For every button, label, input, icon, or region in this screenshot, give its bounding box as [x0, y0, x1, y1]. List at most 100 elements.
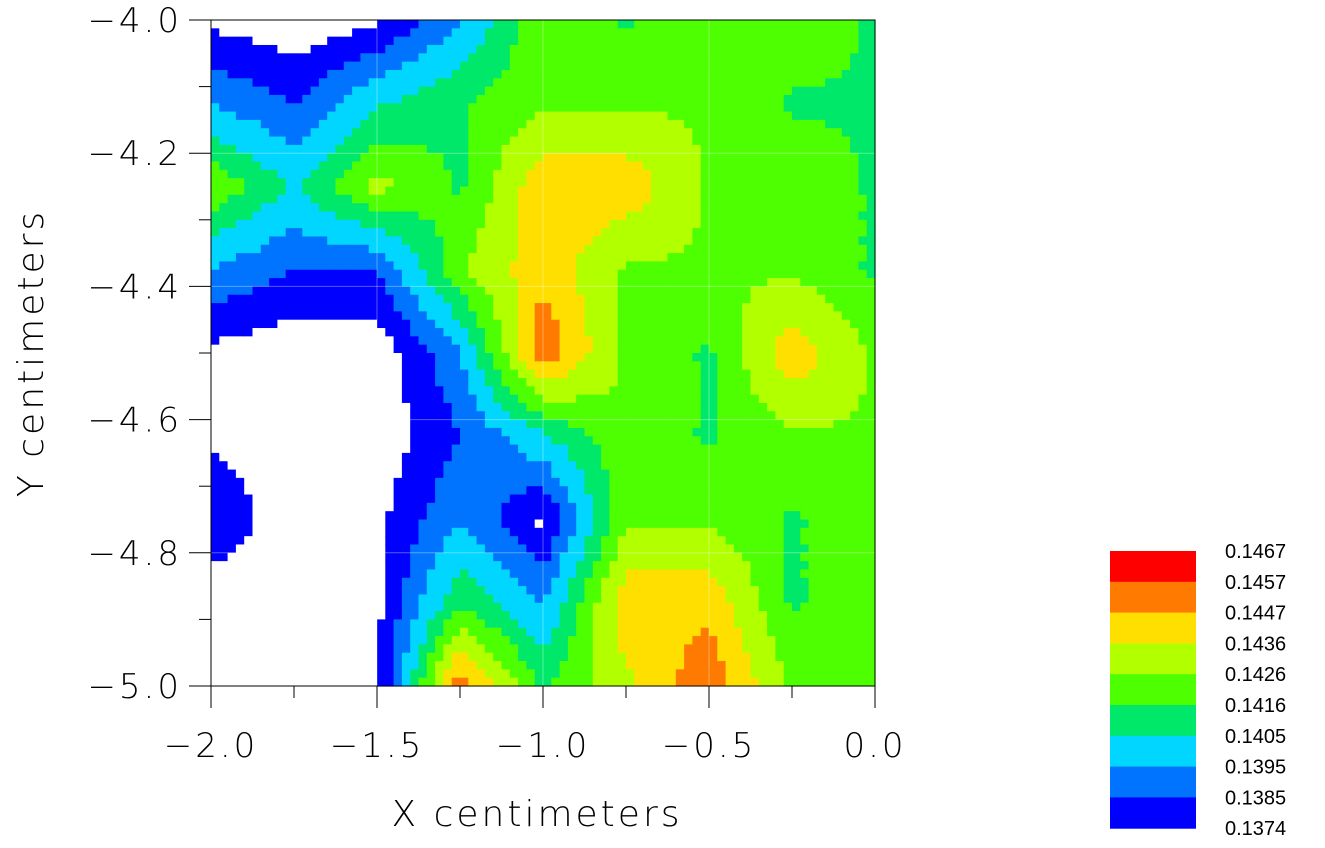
contour-cell: [443, 369, 453, 379]
contour-cell: [509, 144, 519, 154]
contour-cell: [543, 178, 552, 188]
contour-cell: [559, 461, 569, 471]
contour-cell: [368, 569, 378, 579]
contour-cell: [567, 469, 577, 479]
contour-cell: [609, 677, 619, 687]
contour-cell: [692, 111, 702, 121]
contour-cell: [451, 394, 461, 404]
contour-cell: [385, 211, 395, 221]
contour-cell: [294, 36, 303, 46]
contour-cell: [235, 552, 245, 562]
contour-cell: [584, 169, 594, 179]
contour-cell: [484, 194, 494, 204]
contour-cell: [252, 369, 262, 379]
contour-cell: [601, 194, 610, 204]
contour-cell: [451, 178, 461, 188]
contour-cell: [725, 153, 735, 163]
contour-cell: [700, 169, 710, 179]
contour-cell: [551, 261, 561, 271]
contour-cell: [277, 361, 287, 371]
contour-cell: [285, 128, 295, 138]
contour-cell: [385, 28, 395, 38]
contour-cell: [709, 211, 718, 221]
contour-cell: [335, 269, 345, 279]
contour-cell: [426, 402, 436, 412]
contour-cell: [709, 303, 718, 312]
contour-cell: [634, 577, 644, 587]
contour-cell: [601, 402, 610, 412]
contour-cell: [468, 402, 478, 412]
contour-cell: [277, 611, 287, 620]
contour-cell: [667, 228, 677, 238]
contour-cell: [675, 311, 685, 321]
contour-cell: [435, 552, 444, 562]
contour-cell: [576, 28, 586, 38]
contour-cell: [244, 419, 254, 429]
contour-cell: [435, 219, 444, 229]
contour-cell: [294, 461, 303, 471]
contour-cell: [235, 169, 245, 179]
contour-cell: [426, 219, 436, 229]
contour-cell: [260, 561, 270, 571]
contour-cell: [235, 20, 245, 29]
contour-cell: [227, 136, 237, 146]
contour-cell: [484, 627, 494, 637]
contour-cell: [335, 544, 345, 554]
contour-cell: [617, 386, 627, 396]
contour-cell: [360, 136, 370, 146]
contour-cell: [443, 94, 453, 104]
contour-cell: [385, 36, 395, 46]
contour-cell: [584, 144, 594, 154]
contour-cell: [385, 427, 395, 437]
contour-cell: [335, 436, 345, 446]
contour-cell: [294, 452, 303, 462]
contour-cell: [385, 169, 395, 179]
contour-cell: [418, 203, 428, 213]
contour-cell: [368, 78, 378, 88]
contour-cell: [443, 128, 453, 138]
contour-cell: [385, 128, 395, 138]
contour-cell: [377, 161, 386, 171]
contour-cell: [567, 319, 577, 329]
contour-cell: [244, 36, 254, 46]
contour-cell: [219, 169, 229, 179]
contour-cell: [675, 602, 685, 612]
contour-cell: [285, 244, 295, 254]
contour-cell: [360, 361, 370, 371]
contour-cell: [227, 111, 237, 121]
contour-cell: [709, 311, 718, 321]
contour-cell: [617, 211, 627, 221]
contour-cell: [576, 311, 586, 321]
contour-cell: [576, 394, 586, 404]
contour-cell: [501, 153, 511, 163]
contour-cell: [418, 161, 428, 171]
contour-cell: [435, 303, 444, 312]
contour-cell: [310, 469, 320, 479]
contour-cell: [368, 253, 378, 263]
contour-cell: [684, 677, 693, 687]
contour-cell: [551, 53, 561, 63]
contour-cell: [534, 619, 544, 629]
contour-cell: [327, 644, 337, 654]
contour-cell: [493, 186, 503, 196]
contour-cell: [368, 53, 378, 63]
contour-cell: [609, 669, 619, 679]
contour-cell: [211, 178, 220, 188]
contour-cell: [476, 353, 486, 362]
contour-cell: [700, 261, 710, 271]
contour-cell: [476, 577, 486, 587]
contour-cell: [244, 303, 254, 312]
contour-cell: [592, 103, 602, 113]
contour-cell: [335, 561, 345, 571]
contour-cell: [277, 669, 287, 679]
contour-cell: [675, 519, 685, 529]
contour-cell: [675, 328, 685, 337]
contour-cell: [443, 278, 453, 287]
contour-cell: [709, 661, 718, 670]
contour-cell: [709, 28, 718, 38]
contour-cell: [352, 619, 361, 629]
contour-cell: [401, 561, 411, 571]
contour-cell: [385, 561, 395, 571]
contour-cell: [468, 328, 478, 337]
contour-cell: [235, 294, 245, 304]
